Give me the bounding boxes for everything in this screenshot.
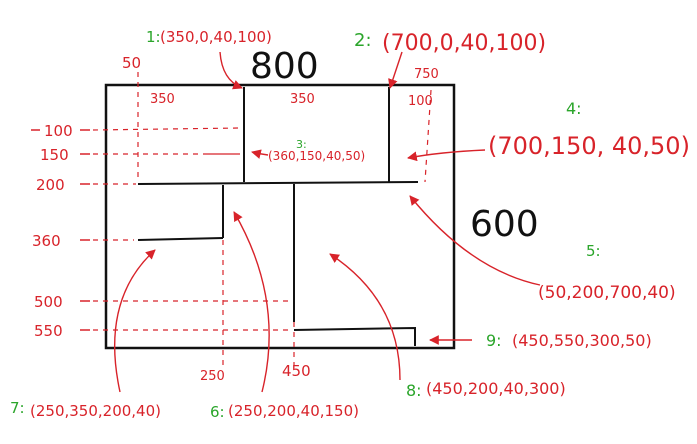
- left-dim-100: 100: [44, 122, 73, 140]
- wall-7: [137, 237, 224, 241]
- outer-frame: [104, 83, 456, 350]
- arrow-8: [329, 253, 401, 381]
- left-dim-200: 200: [36, 176, 65, 194]
- svg-text:1:: 1:: [146, 28, 161, 46]
- svg-text:(250,350,200,40): (250,350,200,40): [30, 402, 161, 420]
- rect-label-2: 2: (700,0,40,100): [354, 30, 546, 56]
- rect-label-8: 8: (450,200,40,300): [406, 379, 566, 400]
- arrow-6: [233, 211, 270, 393]
- bottom-dim-450: 450: [282, 362, 311, 380]
- arrow-7: [114, 249, 156, 393]
- left-dim-550: 550: [34, 322, 63, 340]
- svg-text:2:: 2:: [354, 30, 372, 51]
- wall-5: [137, 181, 419, 185]
- svg-text:9:: 9:: [486, 331, 502, 350]
- svg-text:6:: 6:: [210, 403, 225, 421]
- outer-height-label: 600: [470, 204, 539, 245]
- top-dim-350-left: 350: [150, 92, 175, 107]
- left-dim-360: 360: [32, 232, 61, 250]
- rect-label-7: 7: (250,350,200,40): [10, 399, 161, 420]
- rect-label-9: 9: (450,550,300,50): [486, 331, 652, 350]
- svg-text:(350,0,40,100): (350,0,40,100): [160, 28, 272, 46]
- svg-text:7:: 7:: [10, 399, 25, 417]
- guide-lines: [92, 72, 432, 365]
- svg-text:(50,200,700,40): (50,200,700,40): [538, 283, 676, 303]
- dim-ticks: [31, 129, 90, 331]
- svg-text:(450,550,300,50): (450,550,300,50): [512, 331, 652, 350]
- interior-walls: [137, 87, 419, 346]
- svg-text:(450,200,40,300): (450,200,40,300): [426, 379, 566, 398]
- svg-text:(250,200,40,150): (250,200,40,150): [228, 402, 359, 420]
- rect-label-1: 1: (350,0,40,100): [146, 28, 272, 46]
- arrow-5: [409, 195, 541, 286]
- svg-text:5:: 5:: [586, 242, 601, 260]
- rect-label-4: 4: (700,150, 40,50): [488, 99, 690, 160]
- svg-text:(700,0,40,100): (700,0,40,100): [382, 31, 546, 56]
- svg-text:3:: 3:: [296, 138, 307, 151]
- arrow-4: [407, 149, 486, 162]
- top-dim-750: 750: [414, 67, 439, 82]
- arrow-1: [219, 51, 243, 90]
- svg-text:4:: 4:: [566, 99, 582, 118]
- arrow-3: [251, 149, 269, 159]
- svg-text:(700,150, 40,50): (700,150, 40,50): [488, 132, 690, 160]
- leader-arrows: [114, 51, 541, 393]
- top-dim-50: 50: [122, 54, 141, 72]
- left-dim-500: 500: [34, 293, 63, 311]
- rect-label-6: 6: (250,200,40,150): [210, 402, 359, 421]
- arrow-2: [388, 51, 403, 89]
- outer-width-label: 800: [250, 46, 319, 87]
- top-dim-100: 100: [408, 94, 433, 109]
- top-dim-350-right: 350: [290, 92, 315, 107]
- left-dim-150: 150: [40, 146, 69, 164]
- svg-text:8:: 8:: [406, 381, 422, 400]
- wall-9: [293, 326, 416, 346]
- bottom-dim-250: 250: [200, 369, 225, 384]
- rect-label-3: 3: (360,150,40,50): [268, 138, 365, 163]
- svg-text:(360,150,40,50): (360,150,40,50): [268, 149, 365, 163]
- rect-label-5: 5: (50,200,700,40): [538, 242, 676, 303]
